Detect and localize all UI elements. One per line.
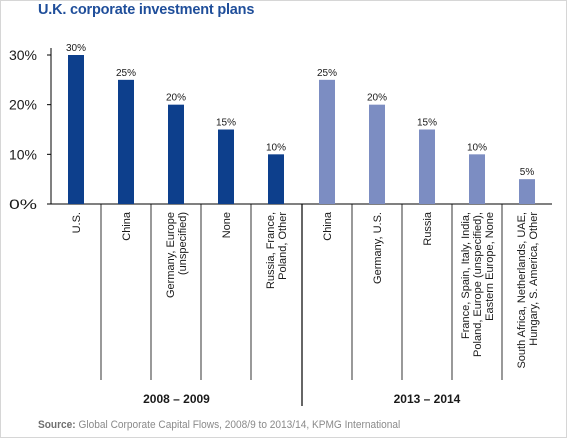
category-label: Poland, Other [277,212,289,280]
category-label: Russia, France, [265,212,277,289]
bar [469,154,485,204]
period-group-label: 2008 – 2009 [143,392,210,406]
category-label: South Africa, Netherlands, UAE, [516,212,528,369]
chart-title: U.K. corporate investment plans [38,2,255,18]
bar-value-label: 15% [417,118,437,129]
bar-value-label: 30% [66,43,86,54]
source-label: Source: [38,419,76,431]
bar-value-label: 15% [216,118,236,129]
source-note: Source: Global Corporate Capital Flows, … [38,419,400,431]
bar [419,129,435,204]
y-tick-label: 0% [9,196,37,212]
category-label: None [221,212,233,238]
category-label: Germany, U.S. [372,212,384,284]
bar [369,104,385,204]
category-label: Russia [422,211,434,246]
bar [268,154,284,204]
category-label: Hungary, S. America, Other [528,212,540,346]
source-text: Global Corporate Capital Flows, 2008/9 t… [78,419,401,431]
y-tick-label: 10% [9,146,37,162]
y-tick-label: 20% [9,97,37,113]
category-label: Germany, Europe [165,212,177,298]
bar [168,104,184,204]
category-label: France, Spain, Italy, India, [460,212,472,339]
bar-value-label: 10% [266,142,286,153]
category-label: U.S. [71,212,83,233]
y-tick-label: 30% [9,47,37,63]
category-label: Poland, Europe (unspecified), [472,212,484,357]
bar [319,79,335,204]
bar-value-label: 25% [317,68,337,79]
period-group-label: 2013 – 2014 [394,392,461,406]
bar-value-label: 5% [520,167,535,178]
bar [68,55,84,204]
category-label: Eastern Europe, None [484,212,496,321]
bar [118,79,134,204]
bar [519,179,535,204]
category-label: (unspecified) [177,212,189,275]
category-label: China [322,211,334,241]
category-label: China [121,211,133,241]
bar-value-label: 20% [166,93,186,104]
bar [218,129,234,204]
bar-value-label: 25% [116,68,136,79]
bar-value-label: 10% [467,142,487,153]
bar-value-label: 20% [367,93,387,104]
